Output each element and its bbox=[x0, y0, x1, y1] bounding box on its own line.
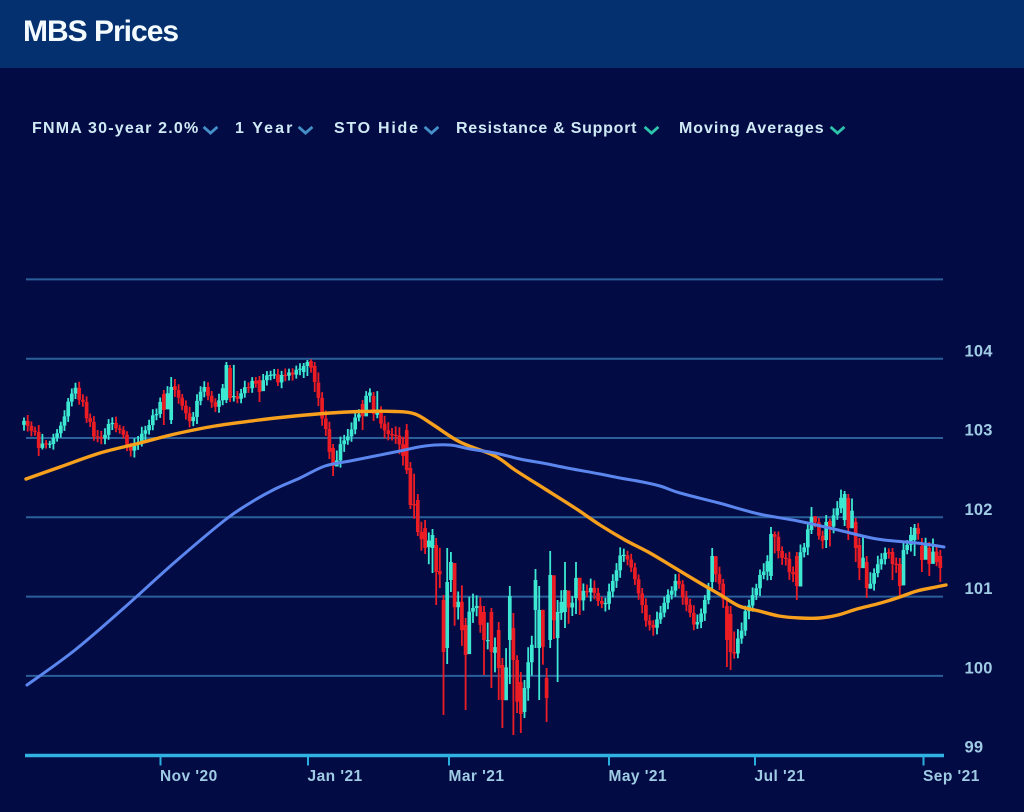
svg-text:101: 101 bbox=[965, 580, 993, 598]
svg-text:99: 99 bbox=[965, 739, 984, 757]
svg-text:Jan '21: Jan '21 bbox=[308, 768, 363, 785]
svg-text:100: 100 bbox=[965, 660, 993, 678]
svg-text:102: 102 bbox=[965, 501, 993, 519]
svg-text:Mar '21: Mar '21 bbox=[449, 768, 505, 785]
svg-text:May '21: May '21 bbox=[609, 768, 668, 785]
svg-text:103: 103 bbox=[965, 422, 993, 440]
svg-text:Sep '21: Sep '21 bbox=[923, 768, 980, 785]
svg-text:104: 104 bbox=[965, 342, 994, 360]
svg-text:Jul '21: Jul '21 bbox=[755, 768, 806, 785]
svg-text:Nov '20: Nov '20 bbox=[160, 768, 218, 785]
